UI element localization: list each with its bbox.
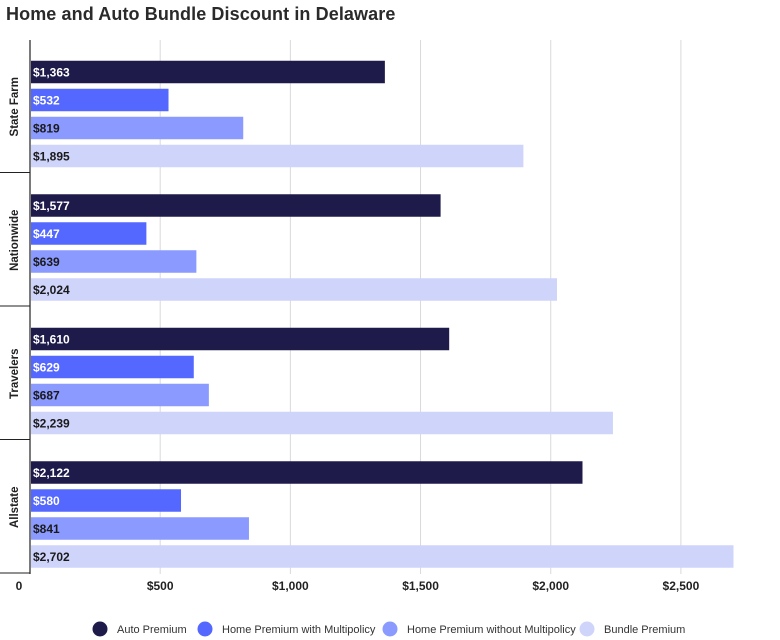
bar — [31, 222, 147, 245]
bar — [31, 517, 249, 540]
legend-label: Home Premium without Multipolicy — [407, 624, 576, 636]
x-tick-label: $500 — [147, 579, 174, 593]
bar-value-label: $687 — [33, 389, 60, 403]
bar — [31, 489, 182, 512]
bar-value-label: $629 — [33, 361, 60, 375]
category-label: Allstate — [9, 486, 21, 528]
bar-value-label: $580 — [33, 494, 60, 508]
bar-value-label: $639 — [33, 255, 60, 269]
bar-value-label: $2,702 — [33, 550, 70, 564]
category-label: State Farm — [9, 77, 21, 136]
legend-swatch — [197, 621, 213, 637]
bar — [31, 250, 197, 273]
bar — [31, 383, 209, 407]
bar-value-label: $532 — [33, 94, 60, 108]
legend-swatch — [382, 621, 398, 637]
bar — [31, 60, 385, 84]
legend: Auto Premium Home Premium with Multipolic… — [92, 621, 685, 637]
bar-value-label: $841 — [33, 522, 60, 536]
bar-value-label: $2,122 — [33, 466, 70, 480]
x-tick-label: 0 — [16, 579, 23, 593]
grid-lines — [159, 40, 682, 574]
legend-label: Auto Premium — [117, 624, 187, 636]
bar — [31, 327, 450, 351]
x-tick-label: $2,000 — [532, 579, 569, 593]
bar — [31, 194, 441, 217]
bar — [31, 355, 194, 379]
bar-value-label: $819 — [33, 122, 60, 136]
legend-swatch — [92, 621, 108, 637]
bar — [31, 88, 169, 112]
bar-value-label: $1,363 — [33, 66, 70, 80]
bar-value-label: $2,239 — [33, 417, 70, 431]
bar — [31, 144, 524, 168]
chart-title: Home and Auto Bundle Discount in Delawar… — [6, 4, 396, 24]
bar — [31, 411, 613, 435]
bar — [31, 461, 583, 484]
category-label: Travelers — [9, 348, 21, 399]
legend-label: Bundle Premium — [604, 624, 685, 636]
bar — [31, 278, 557, 301]
x-tick-label: $2,500 — [663, 579, 700, 593]
bar — [31, 116, 244, 140]
bar-value-label: $2,024 — [33, 283, 70, 297]
bar-value-label: $447 — [33, 227, 60, 241]
bars: $1,363 $532 $819 $1,895 $1,577 $447 $639 $2,024… — [31, 60, 734, 568]
axis: 0 $500 $1,000 $1,500 $2,000 $2,500 State Farm N… — [0, 40, 700, 593]
bar — [31, 545, 734, 568]
bar-value-label: $1,610 — [33, 333, 70, 347]
x-tick-label: $1,000 — [272, 579, 309, 593]
legend-swatch — [579, 621, 595, 637]
category-label: Nationwide — [9, 210, 21, 271]
bar-value-label: $1,577 — [33, 199, 70, 213]
x-tick-label: $1,500 — [402, 579, 439, 593]
bar-value-label: $1,895 — [33, 150, 70, 164]
legend-label: Home Premium with Multipolicy — [222, 624, 376, 636]
